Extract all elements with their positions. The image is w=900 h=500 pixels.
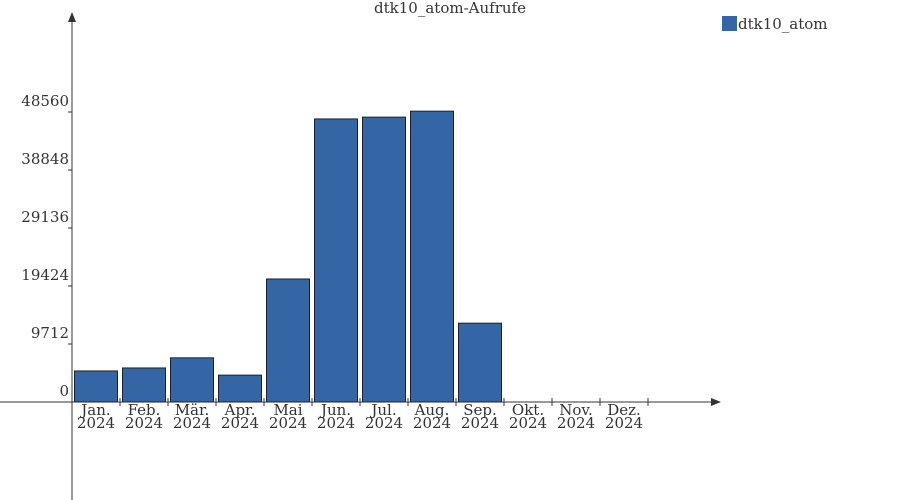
bar (458, 322, 502, 403)
x-tick-label: Apr. 2024 (221, 401, 259, 432)
x-tick-label: Jun. 2024 (317, 401, 355, 432)
x-tick-label: Jul. 2024 (365, 401, 403, 432)
x-tick-label: Dez. 2024 (605, 401, 643, 432)
x-tick-label: Feb. 2024 (125, 401, 163, 432)
y-tick-label: 9712 (31, 324, 69, 342)
x-tick-label: Mär. 2024 (173, 401, 211, 432)
legend-swatch (722, 16, 737, 31)
x-tick-label: Sep. 2024 (461, 401, 499, 432)
bar (218, 374, 262, 403)
x-tick-label: Okt. 2024 (509, 401, 547, 432)
x-tick-label: Nov. 2024 (557, 401, 595, 432)
y-tick-label: 38848 (21, 150, 69, 168)
bar (362, 116, 406, 403)
chart-title: dtk10_atom-Aufrufe (374, 0, 526, 17)
x-tick-label: Mai 2024 (269, 401, 307, 432)
y-tick-label: 48560 (21, 92, 69, 110)
y-tick-label: 0 (59, 382, 69, 400)
bar (266, 278, 310, 403)
y-tick-label: 29136 (21, 208, 69, 226)
x-tick-label: Aug. 2024 (413, 401, 451, 432)
legend-label: dtk10_atom (738, 15, 828, 33)
bar (170, 357, 214, 403)
bar (74, 370, 118, 403)
x-axis-arrow (711, 398, 721, 406)
y-axis-arrow (68, 12, 76, 22)
x-tick-label: Jan. 2024 (77, 401, 115, 432)
bar (122, 367, 166, 403)
bar (410, 110, 454, 403)
bar (314, 118, 358, 403)
y-tick-label: 19424 (21, 266, 69, 284)
